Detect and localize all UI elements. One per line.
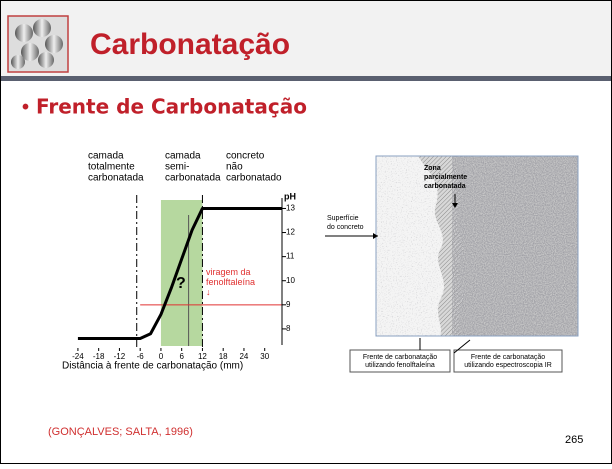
- diagram-border: [375, 155, 579, 337]
- citation: (GONÇALVES; SALTA, 1996): [48, 426, 193, 438]
- zone-label: camada: [165, 151, 201, 162]
- front-label: Frente de carbonatação: [363, 354, 437, 361]
- y-tick-label: 11: [286, 252, 295, 261]
- bullet-dot: •: [22, 96, 29, 118]
- zone-label: carbonatado: [226, 173, 282, 184]
- zone-arrowhead: [452, 203, 458, 208]
- threshold-label: viragem da: [206, 267, 251, 277]
- zone-label: carbonatada: [424, 183, 466, 190]
- non-carbonated-zone: [452, 156, 578, 336]
- y-tick-label: 8: [286, 324, 291, 333]
- header-band: [1, 1, 611, 77]
- page-number: 265: [565, 434, 583, 446]
- threshold-label: ↓: [206, 287, 211, 297]
- x-tick-label: 18: [219, 352, 228, 361]
- zone-label: carbonatada: [165, 173, 221, 184]
- y-axis-label: pH: [284, 191, 296, 201]
- bullet-text: Frente de Carbonatação: [36, 95, 307, 119]
- front-label: Frente de carbonatação: [471, 354, 545, 361]
- x-tick-label: -12: [114, 352, 126, 361]
- x-tick-label: 12: [198, 352, 207, 361]
- x-tick-label: 0: [159, 352, 164, 361]
- zone-label: parcialmente: [424, 174, 467, 181]
- zone-label: totalmente: [88, 162, 135, 173]
- x-tick-label: -18: [93, 352, 105, 361]
- zone-label: não: [226, 162, 243, 173]
- header-rule: [1, 76, 611, 81]
- x-tick-label: 24: [239, 352, 248, 361]
- front-box: [349, 349, 451, 373]
- diagram: [325, 155, 579, 373]
- x-tick-label: 30: [260, 352, 269, 361]
- zone-label: semi-: [165, 162, 189, 173]
- x-tick-label: -24: [72, 352, 84, 361]
- y-tick-label: 9: [286, 300, 291, 309]
- front-arrow: [453, 339, 471, 354]
- surface-arrowhead: [373, 233, 378, 239]
- chart: ? 8 9 10 11 12 13 pH -24 -18 -12 -6 0 6 12 18 24 30 Distân…: [62, 191, 296, 371]
- zone-label: carbonatada: [88, 173, 144, 184]
- zone-label: concreto: [226, 151, 265, 162]
- front-label: utilizando fenolftaleína: [365, 362, 435, 369]
- zone-label: Zona: [424, 165, 441, 172]
- front-box: [453, 349, 563, 373]
- threshold-label: fenolftaleína: [206, 277, 255, 287]
- x-tick-label: 6: [179, 352, 184, 361]
- x-axis-label: Distância à frente de carbonatação (mm): [62, 361, 243, 372]
- y-tick-label: 10: [286, 276, 295, 285]
- surface-label: do concreto: [327, 224, 364, 231]
- ph-curve: [77, 206, 282, 341]
- header-icon: [7, 15, 69, 73]
- front-label: utilizando espectroscopia IR: [464, 362, 552, 369]
- slide-title: Carbonatação: [90, 28, 290, 61]
- y-tick-label: 12: [286, 228, 295, 237]
- x-tick-label: -6: [137, 352, 145, 361]
- surface-label: Superfície: [327, 215, 359, 222]
- annotation: ?: [176, 275, 186, 292]
- zone-label: camada: [88, 151, 124, 162]
- y-tick-label: 13: [286, 204, 295, 213]
